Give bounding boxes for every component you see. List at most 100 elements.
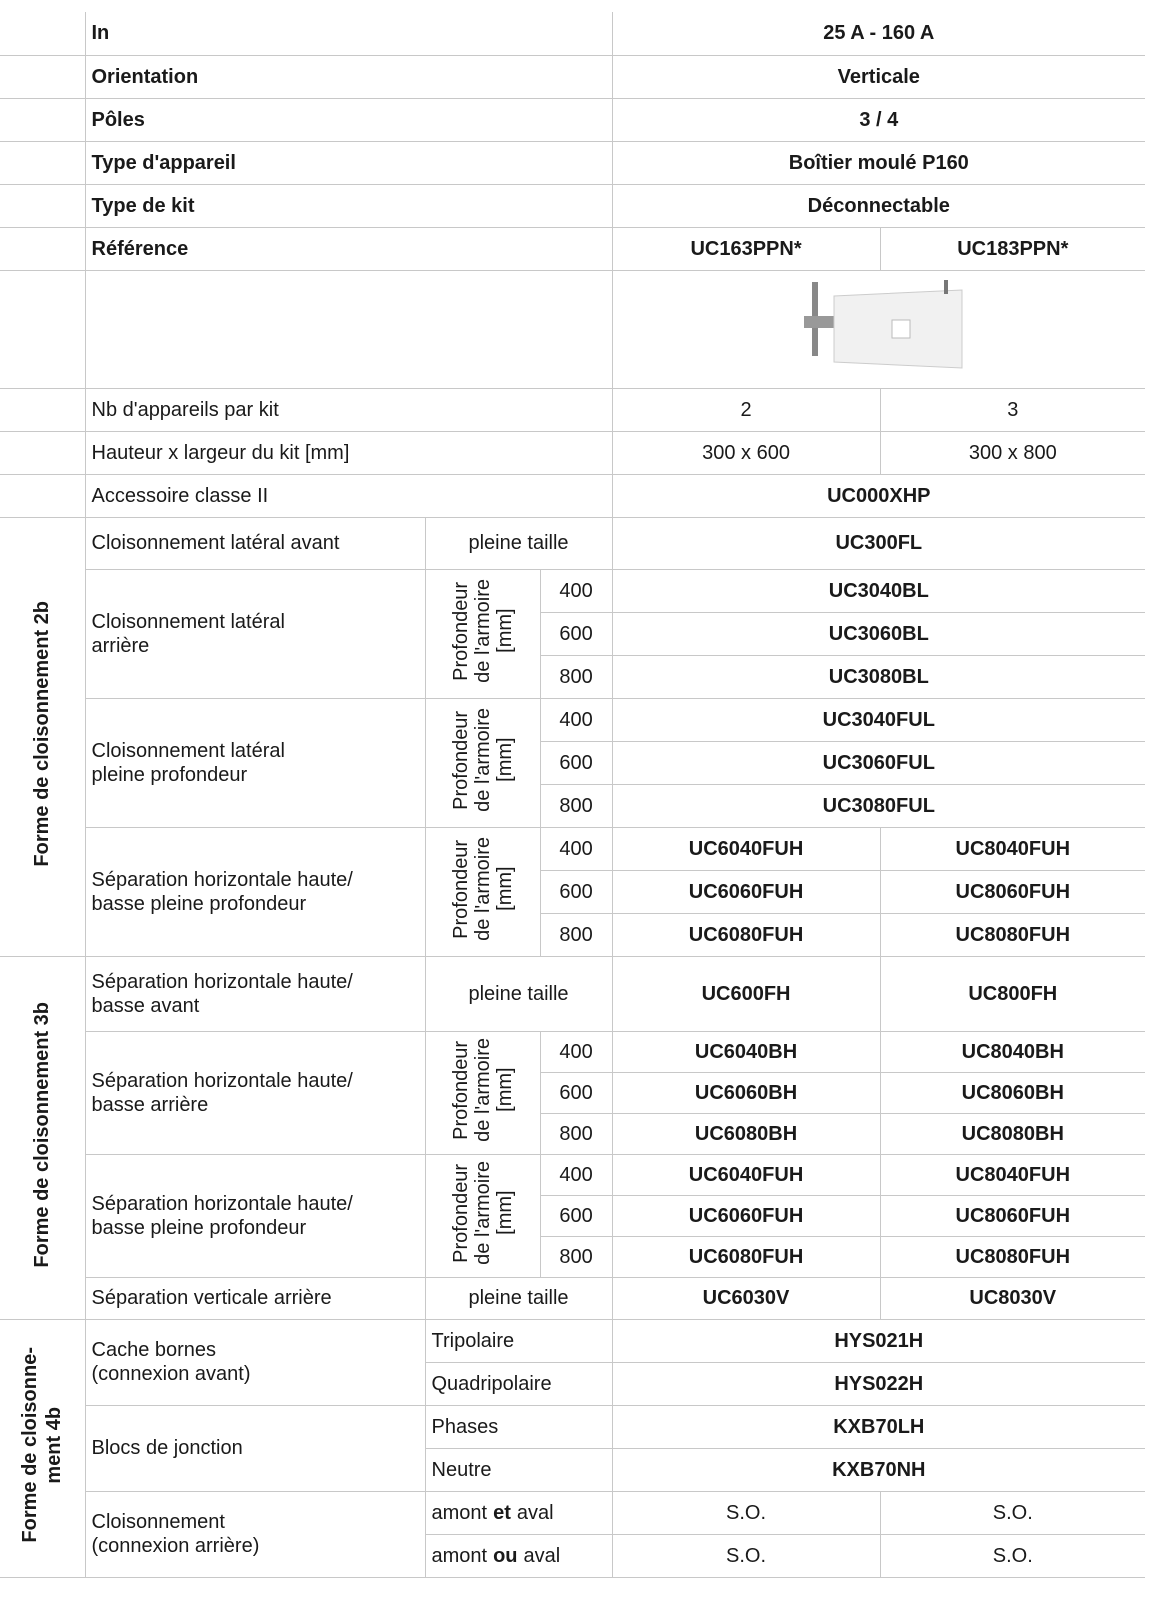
table-body: In 25 A - 160 A Orientation Verticale Pôles 3…: [0, 12, 1146, 1578]
value-cell: UC6080FUH: [612, 1236, 881, 1278]
depth-label-line: Profondeur: [449, 581, 472, 680]
table-row: 600 UC6060FUH UC8060FUH: [0, 870, 1146, 914]
table-row: Séparation horizontale haute/basse plein…: [0, 1154, 1146, 1278]
value-cell: UC6040FUH: [612, 1154, 881, 1196]
value-cell: UC8080FUH: [880, 913, 1146, 957]
depth-cell: 800: [540, 1236, 613, 1278]
page: In 25 A - 160 A Orientation Verticale Pôles 3…: [0, 12, 1171, 1613]
label-line: Séparation horizontale haute/: [91, 1192, 353, 1215]
value-cell: S.O.: [612, 1534, 881, 1578]
blank-cell: [85, 270, 613, 389]
option-part: aval: [523, 1544, 561, 1567]
table-row: 800 UC6080BH UC8080BH: [0, 1113, 1146, 1155]
label-cell: Séparation horizontale haute/basse avant: [85, 956, 426, 1032]
label-line: (connexion arrière): [91, 1535, 260, 1557]
section-title-line: Forme de cloisonnement 3b: [31, 1001, 54, 1268]
label-cell: Accessoire classe II: [85, 474, 613, 518]
value-cell: UC000XHP: [612, 474, 1146, 518]
table-row: Séparation horizontale haute/basse arriè…: [0, 1031, 1146, 1155]
pin: [943, 280, 948, 294]
blank-cell: [0, 227, 86, 271]
label-cell: Hauteur x largeur du kit [mm]: [85, 431, 613, 475]
depth-label-box: Profondeur de l'armoire [mm]: [450, 708, 516, 812]
blank-cell: [0, 184, 86, 228]
depth-cell: 800: [540, 655, 613, 699]
value-cell: Verticale: [612, 55, 1146, 99]
label-line: Cache bornes: [91, 1339, 217, 1361]
value-cell: UC3080FUL: [612, 784, 1146, 828]
label-cell: Nb d'appareils par kit: [85, 388, 613, 432]
depth-cell: 400: [540, 698, 613, 742]
depth-label-line: [mm]: [493, 1067, 516, 1112]
value-cell: 3 / 4: [612, 98, 1146, 142]
section-title-box: Forme de cloisonnement 2b: [30, 601, 54, 867]
value-cell: UC3040FUL: [612, 698, 1146, 742]
depth-label: Profondeur de l'armoire [mm]: [425, 827, 541, 957]
value-cell: 3: [880, 388, 1146, 432]
table-row: Cloisonnement latéral pleine profondeur Pr…: [0, 698, 1146, 828]
depth-label: Profondeur de l'armoire [mm]: [425, 1154, 541, 1278]
value-cell: UC3040BL: [612, 569, 1146, 613]
table-row: 800 UC3080FUL: [0, 784, 1146, 828]
option-part: amont: [431, 1501, 488, 1524]
section-title: Forme de cloisonne-ment 4b: [0, 1319, 86, 1578]
section-title-line: Forme de cloisonne-: [19, 1347, 42, 1543]
table-row: [0, 270, 1146, 389]
value-cell: Boîtier moulé P160: [612, 141, 1146, 185]
value-cell: UC6040BH: [612, 1031, 881, 1073]
value-cell: UC8040FUH: [880, 1154, 1146, 1196]
value-cell: UC8060FUH: [880, 870, 1146, 914]
depth-cell: 400: [540, 1031, 613, 1073]
cutout: [891, 319, 911, 339]
option-part: et: [493, 1501, 511, 1524]
depth-label: Profondeur de l'armoire [mm]: [425, 698, 541, 828]
value-cell: 300 x 600: [612, 431, 881, 475]
depth-label-line: de l'armoire: [471, 578, 494, 683]
depth-label-line: Profondeur: [449, 1163, 472, 1262]
table-row: Forme de cloisonnement 2b Cloisonnement l…: [0, 517, 1146, 957]
value-cell: UC3080BL: [612, 655, 1146, 699]
label-line: basse arrière: [91, 1093, 209, 1116]
label-cell: Cloisonnement latéral arrière: [85, 569, 426, 699]
depth-label-line: Profondeur: [449, 839, 472, 938]
value-cell: KXB70LH: [612, 1405, 1146, 1449]
label-line: basse avant: [91, 994, 200, 1017]
table-row: Type d'appareil Boîtier moulé P160: [0, 141, 1146, 185]
depth-label: Profondeur de l'armoire [mm]: [425, 1031, 541, 1155]
blank-cell: [0, 474, 86, 518]
value-cell: 2: [612, 388, 881, 432]
section-title-line: Forme de cloisonnement 2b: [31, 600, 54, 867]
label-line: Cloisonnement: [91, 1511, 225, 1533]
qualifier-cell: pleine taille: [425, 517, 613, 570]
depth-label-line: de l'armoire: [471, 1160, 494, 1265]
label-line: basse pleine profondeur: [91, 892, 307, 915]
label-cell: Cloisonnement latéral avant: [85, 517, 426, 570]
option-part: amont: [431, 1544, 488, 1567]
section-title: Forme de cloisonnement 2b: [0, 517, 86, 957]
label-cell: Cloisonnement (connexion arrière): [85, 1491, 426, 1578]
value-cell: UC3060BL: [612, 612, 1146, 656]
table-row: Quadripolaire HYS022H: [0, 1362, 1146, 1406]
value-cell: S.O.: [880, 1534, 1146, 1578]
table-row: 600 UC6060BH UC8060BH: [0, 1072, 1146, 1114]
table-row: Neutre KXB70NH: [0, 1448, 1146, 1492]
depth-label-line: [mm]: [493, 866, 516, 911]
depth-cell: 600: [540, 741, 613, 785]
table-row: amont ou aval S.O. S.O.: [0, 1534, 1146, 1578]
value-cell: UC8040FUH: [880, 827, 1146, 871]
table-row: 600 UC3060FUL: [0, 741, 1146, 785]
label-line: Séparation horizontale haute/: [91, 1069, 353, 1092]
value-cell: UC800FH: [880, 956, 1146, 1032]
option-cell: Tripolaire: [425, 1319, 613, 1363]
label-line: Séparation horizontale haute/: [91, 970, 353, 993]
value-cell: UC163PPN*: [612, 227, 881, 271]
option-cell: Quadripolaire: [425, 1362, 613, 1406]
value-cell: UC8080BH: [880, 1113, 1146, 1155]
label-cell: In: [85, 12, 613, 56]
label-cell: Cloisonnement latéral pleine profondeur: [85, 698, 426, 828]
blank-cell: [0, 55, 86, 99]
label-cell: Séparation verticale arrière: [85, 1277, 426, 1320]
option-part: ou: [493, 1544, 518, 1567]
option-cell: Phases: [425, 1405, 613, 1449]
table-row: Forme de cloisonnement 3b Séparation hori…: [0, 956, 1146, 1320]
